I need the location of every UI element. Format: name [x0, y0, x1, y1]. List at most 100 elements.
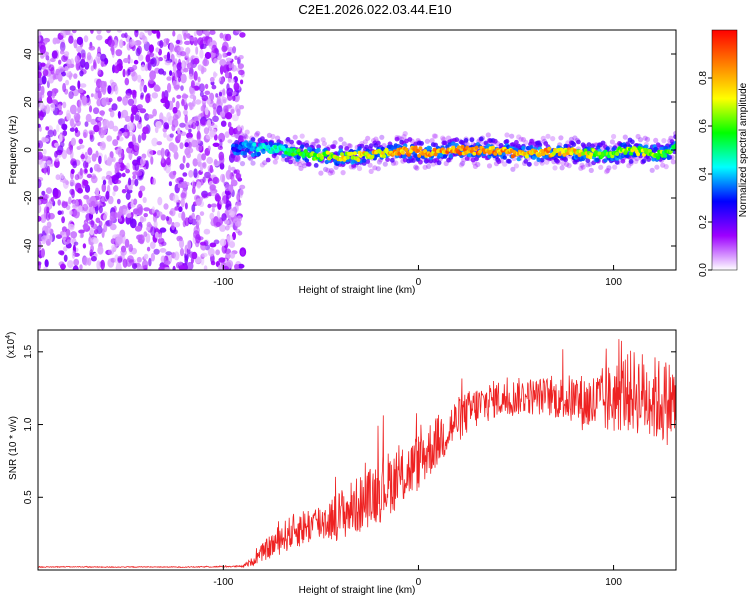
signal-cell [252, 142, 257, 147]
noise-speckle [169, 133, 174, 138]
snr-y-axis: 0.5 1.0 1.5 [23, 344, 676, 504]
noise-speckle [196, 215, 202, 226]
noise-speckle [171, 71, 176, 81]
colorbar-tick-label: 0.4 [698, 167, 709, 181]
noise-speckle [180, 73, 187, 84]
noise-speckle [136, 256, 142, 263]
noise-speckle [164, 61, 171, 66]
noise-speckle [72, 200, 80, 208]
noise-speckle [64, 30, 71, 36]
signal-cell [241, 135, 247, 141]
noise-speckle [86, 97, 91, 106]
noise-speckle [116, 262, 122, 270]
noise-speckle [59, 141, 65, 148]
noise-speckle [176, 94, 182, 99]
signal-cell [486, 163, 493, 169]
noise-speckle [182, 172, 188, 177]
signal-cell [620, 158, 626, 164]
spectrogram-x-tick-label: 100 [605, 277, 622, 288]
noise-speckle [82, 203, 89, 212]
signal-cell [256, 151, 262, 157]
spectrogram-y-tick-label: 40 [23, 48, 34, 60]
noise-speckle [195, 99, 202, 105]
noise-speckle [191, 204, 196, 213]
signal-cell [341, 141, 347, 147]
noise-speckle [114, 179, 122, 184]
noise-speckle [96, 119, 102, 128]
noise-speckle [63, 246, 68, 252]
noise-speckle [116, 135, 120, 141]
noise-speckle [38, 101, 45, 110]
noise-speckle [184, 147, 191, 156]
noise-speckle [65, 228, 71, 237]
noise-speckle [82, 179, 89, 186]
noise-speckle [122, 258, 128, 268]
signal-cell [234, 143, 239, 148]
signal-cell [400, 150, 405, 155]
noise-speckle [184, 202, 188, 210]
signal-cell [272, 159, 278, 165]
noise-speckle [127, 185, 133, 191]
snr-y-tick-label: 0.5 [23, 490, 34, 504]
signal-cell [580, 164, 586, 170]
signal-cell [521, 145, 526, 151]
noise-speckle [197, 64, 203, 71]
signal-cell [496, 159, 502, 165]
noise-speckle [126, 162, 130, 170]
noise-speckle [62, 124, 68, 131]
noise-speckle [125, 192, 131, 201]
signal-cell [281, 153, 286, 158]
noise-speckle [150, 252, 155, 262]
noise-speckle [213, 58, 218, 64]
noise-speckle [181, 94, 189, 99]
signal-cell [642, 135, 648, 141]
noise-speckle [126, 262, 132, 267]
signal-cell [289, 139, 294, 145]
signal-cell [629, 139, 635, 145]
noise-speckle [196, 30, 204, 36]
noise-speckle [218, 91, 223, 97]
signal-cell [442, 140, 448, 146]
noise-speckle [84, 168, 88, 174]
signal-cell [340, 170, 346, 176]
noise-speckle [61, 177, 67, 184]
signal-cell [600, 140, 606, 146]
signal-cell [653, 137, 659, 143]
signal-cell [654, 164, 660, 170]
noise-speckle [163, 103, 170, 108]
signal-cell [379, 134, 385, 140]
spectrogram-x-tick-label: 0 [416, 277, 422, 288]
noise-speckle [203, 127, 210, 135]
noise-speckle [80, 232, 84, 238]
signal-cell [296, 155, 301, 160]
noise-speckle [38, 30, 42, 37]
noise-speckle [41, 190, 46, 196]
noise-speckle [240, 79, 244, 85]
noise-speckle [222, 41, 229, 52]
noise-speckle [149, 241, 156, 249]
noise-speckle [227, 78, 232, 83]
noise-speckle [117, 96, 122, 102]
noise-speckle [200, 43, 207, 50]
signal-cell [472, 151, 477, 156]
signal-cell [539, 157, 545, 163]
signal-cell [314, 138, 320, 144]
signal-cell [300, 144, 305, 149]
signal-cell [298, 165, 304, 171]
noise-speckle [176, 202, 180, 208]
noise-speckle [73, 258, 80, 266]
noise-speckle [201, 94, 208, 102]
noise-speckle [41, 75, 47, 85]
signal-cell [347, 143, 353, 149]
noise-speckle [190, 257, 194, 264]
signal-cell [362, 139, 368, 145]
signal-cell [338, 148, 343, 153]
noise-speckle [239, 189, 244, 196]
noise-speckle [150, 226, 157, 237]
noise-speckle [199, 241, 207, 246]
signal-cell [558, 135, 564, 141]
noise-speckle [185, 162, 190, 169]
noise-speckle [61, 54, 68, 63]
noise-speckle [77, 88, 84, 94]
